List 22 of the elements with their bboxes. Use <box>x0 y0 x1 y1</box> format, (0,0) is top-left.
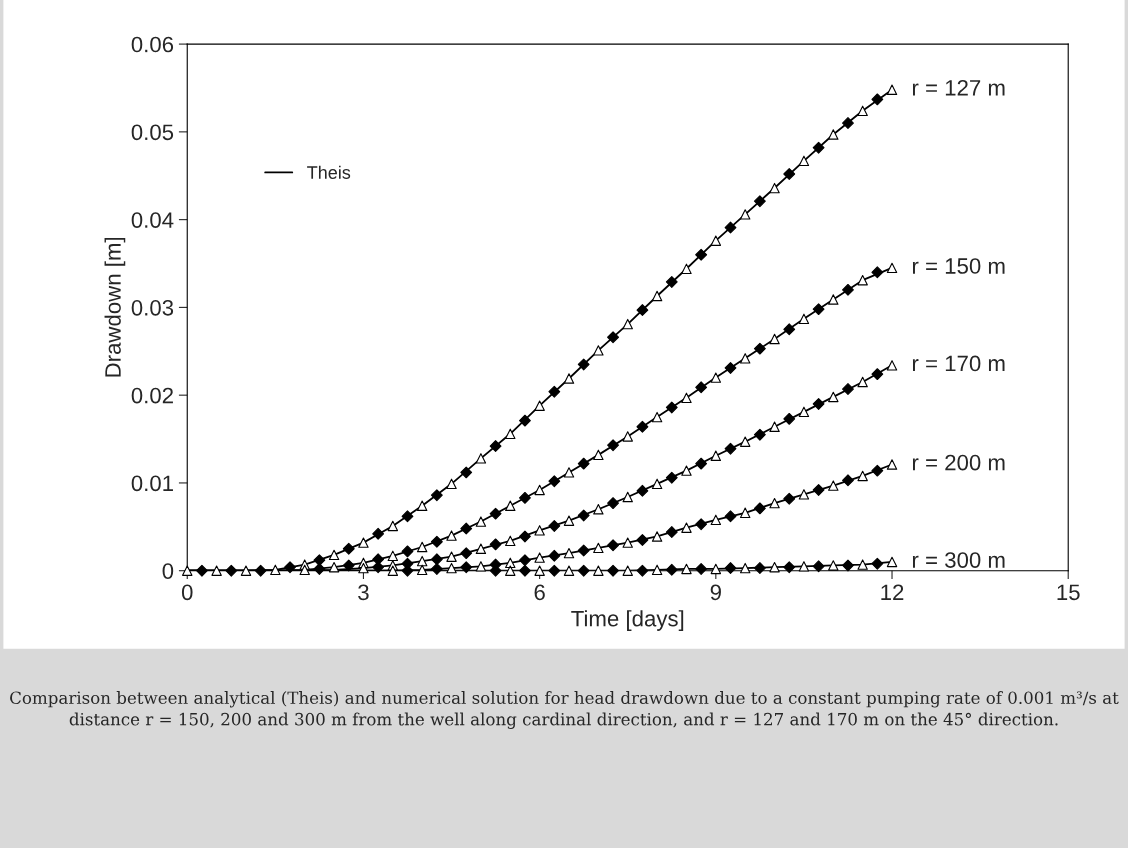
y-tick-label: 0.04 <box>131 212 174 228</box>
y-tick-label: 0.02 <box>131 387 173 404</box>
y-tick-label: 0 <box>162 563 174 579</box>
annotation: r = 150 m <box>912 258 1005 274</box>
annotation: r = 170 m <box>912 355 1005 372</box>
annotation: r = 300 m <box>912 552 1005 568</box>
annotation: r = 127 m <box>912 79 1005 96</box>
legend-label: Theis <box>307 165 351 179</box>
x-tick-label: 6 <box>534 584 545 601</box>
x-tick-label: 15 <box>1057 584 1080 601</box>
y-tick-label: 0.03 <box>131 299 174 316</box>
x-axis-title: Time [days] <box>571 610 684 631</box>
y-tick-label: 0.06 <box>131 36 174 53</box>
text: Comparison between analytical (Theis) and numerical solution for head drawdown due to a constant pumping rate of 0.001 m³/s at distance r = 150, 200 and 300 m from the well along cardinal direction, and r = 127 and 170 m on the 45° direction. <box>10 691 1119 729</box>
y-tick-label: 0.05 <box>131 124 174 141</box>
annotation: r = 200 m <box>912 454 1005 471</box>
y-axis-title: Drawdown [m] <box>104 237 126 377</box>
x-tick-label: 3 <box>358 584 369 601</box>
x-tick-label: 9 <box>710 584 721 601</box>
y-tick-label: 0.01 <box>131 475 173 492</box>
x-tick-label: 12 <box>881 584 904 600</box>
x-tick-label: 0 <box>181 584 193 601</box>
